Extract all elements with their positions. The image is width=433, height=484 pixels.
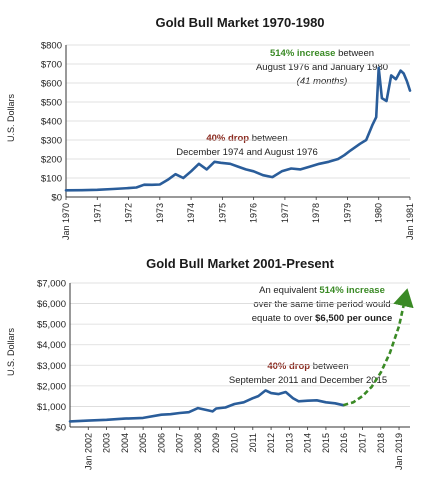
chart2-annotation-drop-line1: 40% drop between [267, 361, 348, 372]
chart1-annotation-drop-highlight: 40% drop [206, 133, 249, 144]
chart2-xtick-label: 2013 [284, 433, 294, 453]
chart1-xtick-label: 1979 [342, 203, 352, 223]
chart1-ytick-label: $400 [41, 117, 62, 128]
chart2-ytick-label: $3,000 [37, 361, 66, 372]
chart1-annotation-drop-after: between [249, 133, 288, 144]
chart1-xtick-label: 1973 [155, 203, 165, 223]
chart2-xtick-label: 2015 [321, 433, 331, 453]
chart1-annotation-drop-line2: December 1974 and August 1976 [176, 147, 318, 158]
chart1-ytick-label: $300 [41, 136, 62, 147]
chart2-title: Gold Bull Market 2001-Present [146, 256, 335, 271]
chart1-series-line [64, 66, 412, 192]
chart1-xtick-label: 1980 [374, 203, 384, 223]
chart2-annotation-increase-line3: equate to over $6,500 per ounce [252, 313, 393, 324]
chart2-ylabel: U.S. Dollars [6, 327, 16, 376]
chart2-xtick-label: 2003 [102, 433, 112, 453]
chart1-annotation-increase-line3: (41 months) [297, 76, 348, 87]
chart2-annotation-drop-highlight: 40% drop [267, 361, 310, 372]
chart1-annotation-increase-line2: August 1976 and January 1980 [256, 62, 388, 73]
chart2-xtick-label: 2004 [120, 433, 130, 453]
chart1-xtick-label: 1977 [280, 203, 290, 223]
chart2-ytick-label: $2,000 [37, 381, 66, 392]
chart2-projection-arrow [342, 288, 414, 407]
chart2-annotation-increase-bold: $6,500 per ounce [315, 313, 392, 324]
chart1-annotation-drop-line1: 40% drop between [206, 133, 287, 144]
chart2-xtick-label: Jan 2019 [394, 433, 404, 470]
chart2-xtick-label: Jan 2002 [83, 433, 93, 470]
chart1-xtick-label: 1978 [311, 203, 321, 223]
chart1-annotation-increase-line1: 514% increase between [270, 48, 374, 59]
chart1-ytick-label: $200 [41, 155, 62, 166]
chart1-xtick-label: Jan 1970 [61, 203, 71, 240]
chart2-xtick-label: 2014 [303, 433, 313, 453]
chart1-ytick-label: $0 [51, 193, 62, 204]
chart1-title: Gold Bull Market 1970-1980 [155, 15, 324, 30]
chart1-ytick-label: $500 [41, 98, 62, 109]
chart2-ytick-label: $6,000 [37, 299, 66, 310]
chart1-xtick-label: 1975 [217, 203, 227, 223]
chart1-xtick-label: 1974 [186, 203, 196, 223]
chart1-xtick-label: 1976 [249, 203, 259, 223]
chart1-ytick-label: $100 [41, 174, 62, 185]
chart2-xtick-label: 2009 [211, 433, 221, 453]
chart1-ylabel: U.S. Dollars [6, 93, 16, 142]
chart2-annotation-increase-pre: An equivalent [259, 285, 319, 296]
chart2-xtick-label: 2005 [138, 433, 148, 453]
chart2-xtick-label: 2010 [230, 433, 240, 453]
chart2-series-line [68, 389, 345, 423]
chart2-annotation-increase-line2: over the same time period would [253, 299, 390, 310]
chart2-ytick-label: $1,000 [37, 402, 66, 413]
chart2-xtick-label: 2007 [175, 433, 185, 453]
chart1-xtick-label: 1971 [92, 203, 102, 223]
chart2-ytick-label: $7,000 [37, 279, 66, 290]
chart2-annotation-increase-highlight: 514% increase [319, 285, 385, 296]
chart2-xtick-label: 2006 [156, 433, 166, 453]
plot-layers: $0 $100 $200 $300 $400 $500 $600 $700 $800 Jan 19… [37, 41, 415, 471]
chart1-xtick-label: 1972 [124, 203, 134, 223]
chart2-annotation-drop-line2: September 2011 and December 2015 [229, 375, 387, 386]
chart2-xtick-label: 2017 [357, 433, 367, 453]
chart1-annotation-increase-highlight: 514% increase [270, 48, 336, 59]
chart2-xtick-label: 2016 [339, 433, 349, 453]
chart2-annotation-increase-line1: An equivalent 514% increase [259, 285, 385, 296]
chart2-ytick-label: $5,000 [37, 320, 66, 331]
chart1-xtick-label: Jan 1981 [405, 203, 415, 240]
chart1-ytick-label: $700 [41, 60, 62, 71]
chart2-xtick-label: 2011 [248, 433, 258, 452]
chart2-xtick-label: 2018 [376, 433, 386, 453]
chart2-ytick-label: $4,000 [37, 340, 66, 351]
chart2-annotation-increase-pre3: equate to over [252, 313, 315, 324]
chart1-ytick-label: $600 [41, 79, 62, 90]
chart1-annotation-increase-after: between [335, 48, 374, 59]
chart2-annotation-drop-after: between [310, 361, 349, 372]
chart2-xtick-label: 2012 [266, 433, 276, 453]
chart1-ytick-label: $800 [41, 41, 62, 52]
chart2-ytick-label: $0 [55, 423, 66, 434]
chart2-xtick-label: 2008 [193, 433, 203, 453]
